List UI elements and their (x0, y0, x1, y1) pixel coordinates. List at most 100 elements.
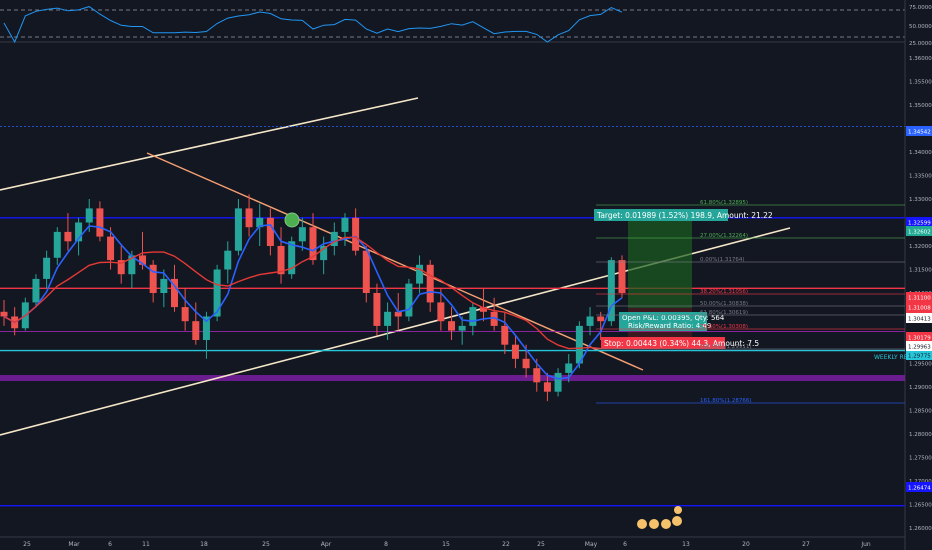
axis-price-tag-bg (906, 341, 932, 351)
time-tick-label: 6 (623, 541, 627, 548)
ma-slow-line (3, 236, 623, 350)
candle-body (320, 246, 328, 261)
price-tick-label: 1.33500 (909, 174, 932, 180)
target-label: Target: 0.01989 (1.52%) 198.9, Amount: 2… (596, 211, 773, 220)
candle-body (490, 311, 498, 326)
candle-body (75, 222, 83, 242)
candle-body (479, 307, 487, 312)
candle-body (256, 217, 264, 228)
long-position-tool[interactable]: Target: 0.01989 (1.52%) 198.9, Amount: 2… (594, 209, 773, 349)
axis-level-tag-bg (906, 226, 932, 236)
axis-level-tag-bg (906, 126, 932, 136)
event-icon[interactable] (674, 506, 682, 514)
support-zone-band (0, 375, 905, 381)
weekly-res-label: WEEKLY RES (874, 354, 912, 361)
price-tick-label: 1.26000 (909, 526, 932, 532)
rsi-pane (0, 6, 905, 44)
axis-price-tag: 1.29963 (908, 345, 931, 351)
price-tick-label: 1.27500 (909, 456, 932, 462)
candle-body (511, 344, 519, 359)
axis-price-tag: 1.30413 (908, 317, 931, 323)
candle-body (170, 278, 178, 308)
axis-level-tag: 1.32599 (908, 221, 931, 227)
stop-label-bg (601, 337, 725, 349)
fib-level-label: 38.20%(1.31056) (700, 289, 748, 295)
candle-body (448, 321, 456, 331)
axis-level-tag-bg (906, 350, 932, 360)
price-tick-label: 1.35000 (909, 103, 932, 109)
time-tick-label: Mar (68, 541, 80, 548)
candle-body (85, 208, 93, 223)
rsi-tick-label: 25.0000 (909, 41, 932, 47)
descending-trendline[interactable] (146, 152, 644, 371)
event-icon[interactable] (637, 519, 647, 529)
rsi-line (3, 6, 623, 44)
axis-level-tag: 1.26474 (908, 486, 931, 492)
channel-upper-line[interactable] (0, 97, 419, 191)
candle-body (277, 246, 285, 275)
fib-level-label: 50.00%(1.30838) (700, 301, 748, 307)
fib-level-label: 78.60%(1.30308) (700, 324, 748, 330)
risk-reward-label: Risk/Reward Ratio: 4.49 (628, 322, 711, 330)
profit-zone (628, 213, 692, 308)
event-icon[interactable] (661, 519, 671, 529)
time-tick-label: 25 (23, 541, 31, 548)
price-tick-label: 1.28000 (909, 432, 932, 438)
fib-level-label: 100.00%(1.29911) (700, 344, 752, 350)
axis-level-tag: 1.32602 (908, 230, 931, 236)
candle-body (0, 311, 8, 317)
event-icons[interactable] (637, 506, 682, 529)
price-tick-label: 1.36000 (909, 56, 932, 62)
event-icon[interactable] (672, 516, 682, 526)
candle-body (43, 257, 51, 279)
candle-body (586, 316, 594, 326)
candle-body (192, 321, 200, 340)
time-tick-label: 13 (682, 541, 690, 548)
candle-body (618, 260, 626, 293)
candles (0, 194, 626, 402)
time-tick-label: 25 (537, 541, 545, 548)
candle-body (245, 208, 253, 228)
candle-body (202, 316, 210, 340)
axis-price-tag-bg (906, 332, 932, 342)
open-pnl-bg (619, 312, 707, 331)
price-tick-label: 1.29500 (909, 362, 932, 368)
axis-price-tag-bg (906, 302, 932, 312)
fib-level-label: 27.00%(1.32264) (700, 233, 748, 239)
candle-body (575, 325, 583, 364)
candle-body (341, 217, 349, 232)
candle-body (64, 231, 72, 242)
fibonacci-extension[interactable]: 61.80%(1.32895) 27.00%(1.32264) 0.00%(1.31… (596, 200, 905, 404)
time-tick-label: 27 (802, 541, 810, 548)
time-tick-label: May (585, 541, 598, 548)
time-tick-label: 8 (384, 541, 388, 548)
price-tick-label: 1.32000 (909, 244, 932, 250)
time-tick-label: 11 (142, 541, 150, 548)
candle-body (266, 217, 274, 246)
event-icon[interactable] (649, 519, 659, 529)
candle-body (107, 236, 115, 261)
candle-body (139, 255, 147, 265)
axis-level-tag-bg (906, 482, 932, 492)
axis-price-labels: 1.34542 1.32599 1.32602 1.31100 1.29775 1.264… (906, 126, 932, 492)
candle-body (565, 363, 573, 373)
axis-price-tag: 1.30179 (908, 336, 931, 342)
time-tick-label: 15 (442, 541, 450, 548)
time-tick-label: 18 (200, 541, 208, 548)
rsi-axis-ticks: 75.0000 50.0000 25.0000 (909, 5, 932, 47)
price-axis[interactable] (905, 0, 932, 550)
candle-body (288, 241, 296, 275)
candle-body (128, 255, 136, 275)
fib-level-label: 161.80%(1.28766) (700, 398, 752, 404)
price-tick-label: 1.29000 (909, 385, 932, 391)
price-tick-label: 1.34000 (909, 150, 932, 156)
candle-body (352, 217, 360, 251)
axis-level-tag: 1.29775 (908, 354, 931, 360)
open-pnl-label: Open P&L: 0.00395, Qty: 564 (622, 314, 725, 322)
ma-fast-line (3, 224, 623, 380)
price-tick-label: 1.33000 (909, 197, 932, 203)
axis-price-tag-bg (906, 313, 932, 323)
candle-body (309, 227, 317, 261)
